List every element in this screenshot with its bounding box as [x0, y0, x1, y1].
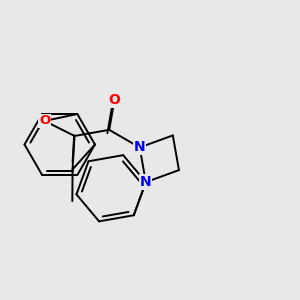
Text: N: N: [140, 175, 152, 189]
Text: O: O: [109, 93, 120, 107]
Text: N: N: [134, 140, 146, 154]
Text: N: N: [140, 175, 152, 189]
Text: O: O: [39, 114, 50, 128]
